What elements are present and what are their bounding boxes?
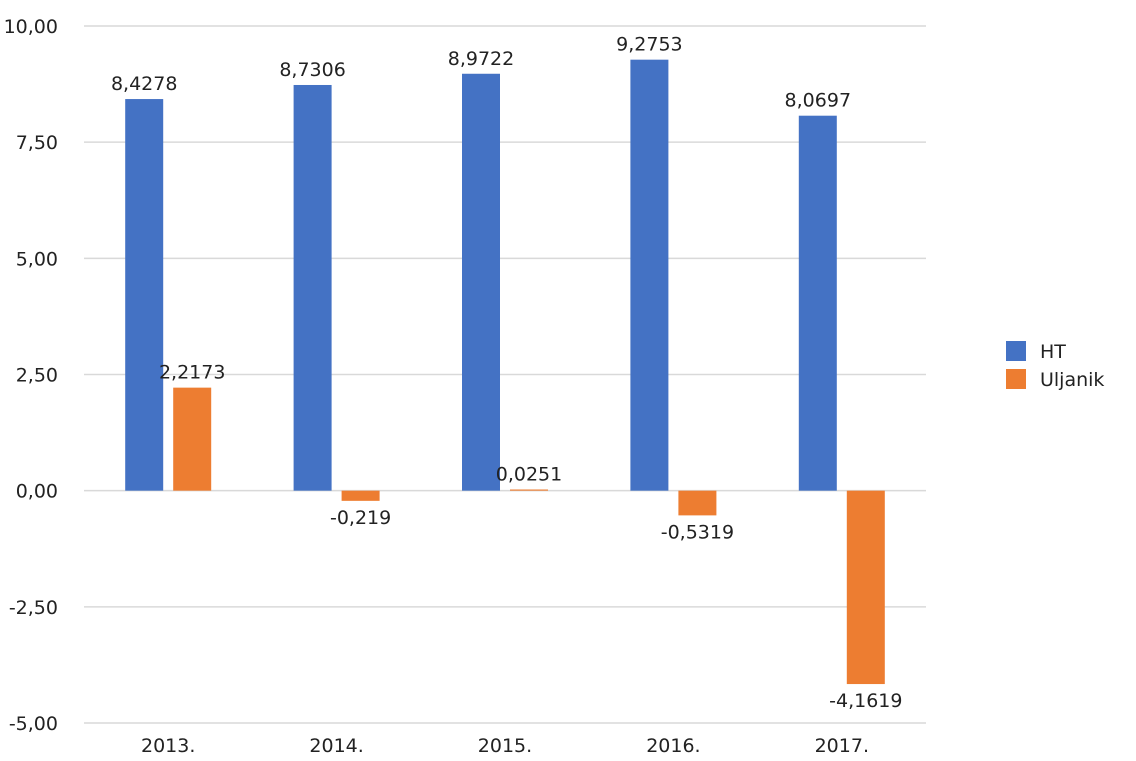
- data-label: 8,4278: [111, 73, 177, 95]
- bar-ht-2016: [630, 59, 669, 491]
- data-label: 8,7306: [279, 59, 345, 81]
- y-tick-label: 10,00: [4, 16, 58, 38]
- data-label: 8,9722: [448, 48, 514, 70]
- bar-uljanik-2016: [678, 490, 717, 516]
- x-tick-label: 2016.: [646, 735, 700, 756]
- y-tick-label: 0,00: [16, 481, 58, 503]
- y-tick-label: 7,50: [16, 132, 58, 154]
- bars: [125, 59, 885, 685]
- bar-ht-2014: [293, 84, 332, 491]
- y-tick-label: -5,00: [9, 713, 58, 735]
- data-label: 8,0697: [785, 90, 851, 112]
- legend-label-ht: HT: [1040, 341, 1066, 363]
- legend-swatch-uljanik: [1006, 369, 1026, 389]
- y-axis-ticks: 10,00 7,50 5,00 2,50 0,00 -2,50 -5,00: [4, 16, 58, 735]
- data-label: 2,2173: [159, 362, 225, 384]
- y-tick-label: 5,00: [16, 248, 58, 270]
- data-label: 0,0251: [496, 464, 562, 486]
- x-tick-label: 2013.: [141, 735, 195, 756]
- bar-ht-2015: [462, 73, 500, 491]
- y-tick-label: -2,50: [9, 597, 58, 619]
- x-tick-label: 2015.: [478, 735, 532, 756]
- y-tick-label: 2,50: [16, 365, 58, 387]
- bar-ht-2013: [125, 99, 164, 491]
- data-label: -0,219: [330, 507, 391, 529]
- x-tick-label: 2014.: [309, 735, 363, 756]
- x-tick-label: 2017.: [815, 735, 869, 756]
- gridlines: [84, 25, 926, 724]
- data-label: -0,5319: [661, 521, 734, 543]
- legend: HT Uljanik: [1006, 341, 1104, 391]
- data-label: 9,2753: [616, 34, 682, 56]
- data-label: -4,1619: [829, 690, 902, 712]
- x-axis-ticks: 2013. 2014. 2015. 2016. 2017.: [141, 735, 869, 757]
- legend-label-uljanik: Uljanik: [1040, 369, 1104, 391]
- bar-uljanik-2014: [341, 490, 380, 501]
- bar-uljanik-2013: [173, 387, 212, 491]
- bar-uljanik-2017: [846, 490, 885, 685]
- bar-ht-2017: [798, 115, 837, 491]
- bar-uljanik-2015: [510, 489, 548, 491]
- data-labels: 8,4278 8,7306 8,9722 9,2753 8,0697 2,2173 -0,2…: [111, 34, 903, 712]
- legend-swatch-ht: [1006, 341, 1026, 361]
